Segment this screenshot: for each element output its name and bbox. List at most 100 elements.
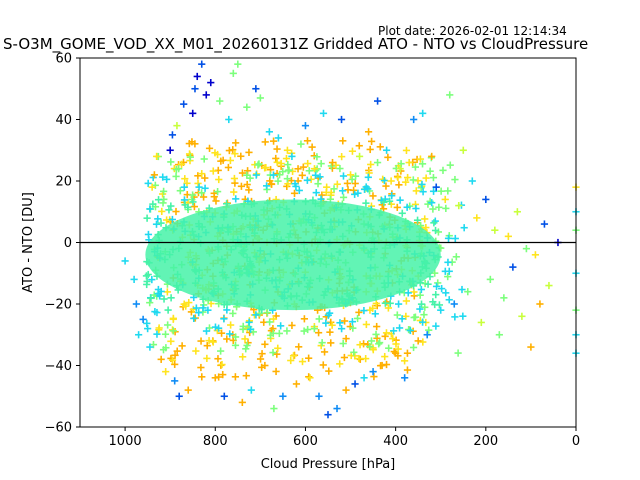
y-tick-label: −60 — [45, 421, 72, 436]
density-marker — [422, 223, 430, 232]
density-marker — [197, 337, 205, 345]
density-marker — [336, 319, 344, 327]
data-point — [166, 146, 174, 154]
data-point — [135, 331, 143, 339]
data-point — [256, 94, 264, 102]
density-marker — [425, 326, 433, 334]
density-marker — [298, 357, 307, 366]
density-marker — [205, 144, 214, 152]
density-marker — [186, 153, 194, 161]
density-marker — [384, 153, 392, 161]
data-point — [545, 281, 553, 290]
data-point — [346, 171, 355, 179]
density-marker — [442, 289, 450, 297]
x-tick-label: 1000 — [109, 434, 142, 449]
density-marker — [203, 354, 211, 363]
dense-core — [145, 199, 441, 311]
data-point — [374, 97, 382, 105]
data-point — [482, 195, 490, 204]
density-marker — [439, 166, 447, 174]
density-marker — [412, 204, 420, 213]
density-marker — [172, 207, 180, 216]
y-tick-label: −20 — [45, 298, 72, 313]
data-point — [207, 79, 215, 87]
density-marker — [198, 170, 206, 178]
data-point — [378, 361, 386, 370]
density-marker — [369, 344, 377, 352]
density-marker — [373, 334, 381, 342]
data-point — [491, 226, 499, 234]
density-marker — [215, 373, 223, 381]
density-marker — [274, 344, 282, 352]
density-marker — [272, 367, 280, 376]
density-marker — [192, 347, 200, 355]
density-marker — [305, 373, 313, 381]
density-marker — [181, 175, 189, 183]
density-marker — [382, 329, 391, 337]
density-marker — [328, 321, 336, 329]
x-tick-label: 600 — [293, 434, 318, 449]
density-marker — [201, 184, 209, 192]
x-tick-label: 400 — [383, 434, 408, 449]
density-marker — [294, 165, 302, 173]
density-marker — [176, 187, 184, 195]
data-point — [522, 245, 530, 253]
density-marker — [341, 317, 349, 325]
data-point — [310, 165, 319, 173]
density-marker — [397, 160, 405, 168]
density-marker — [314, 329, 323, 337]
density-marker — [388, 192, 396, 200]
density-marker — [238, 169, 247, 177]
density-marker — [241, 335, 249, 343]
density-marker — [403, 366, 412, 374]
density-marker — [214, 355, 222, 363]
data-point — [220, 392, 228, 400]
density-marker — [402, 146, 411, 155]
y-tick-label: 20 — [55, 175, 72, 190]
density-marker — [386, 197, 394, 205]
density-marker — [239, 325, 247, 333]
density-marker — [200, 155, 208, 163]
density-marker — [218, 360, 226, 369]
density-marker — [348, 318, 357, 326]
density-marker — [191, 140, 199, 148]
density-marker — [195, 309, 203, 317]
density-marker — [171, 360, 179, 368]
density-marker — [160, 187, 168, 195]
density-marker — [326, 309, 334, 317]
density-marker — [371, 310, 379, 318]
density-marker — [143, 319, 151, 327]
data-point — [198, 60, 206, 68]
density-marker — [356, 341, 364, 349]
density-marker — [395, 324, 404, 332]
density-marker — [370, 372, 378, 381]
density-marker — [404, 173, 412, 182]
density-marker — [452, 253, 460, 261]
density-marker — [194, 179, 202, 188]
density-marker — [178, 342, 186, 350]
density-marker — [348, 147, 357, 155]
data-point — [383, 146, 391, 154]
density-marker — [157, 287, 165, 296]
density-marker — [303, 176, 311, 184]
density-marker — [402, 312, 410, 320]
density-marker — [242, 372, 250, 380]
data-point — [189, 109, 197, 117]
density-marker — [435, 203, 443, 211]
density-marker — [373, 158, 382, 167]
density-marker — [323, 183, 331, 191]
density-marker — [419, 188, 427, 196]
density-marker — [426, 197, 434, 205]
density-marker — [168, 215, 177, 224]
density-marker — [451, 175, 459, 184]
density-marker — [158, 207, 166, 216]
density-marker — [154, 215, 162, 223]
density-marker — [395, 181, 403, 189]
data-point — [315, 392, 323, 400]
density-marker — [418, 318, 427, 326]
density-marker — [229, 309, 237, 318]
data-point — [146, 343, 154, 351]
density-marker — [237, 182, 246, 190]
data-point — [297, 140, 305, 148]
density-marker — [266, 318, 274, 326]
